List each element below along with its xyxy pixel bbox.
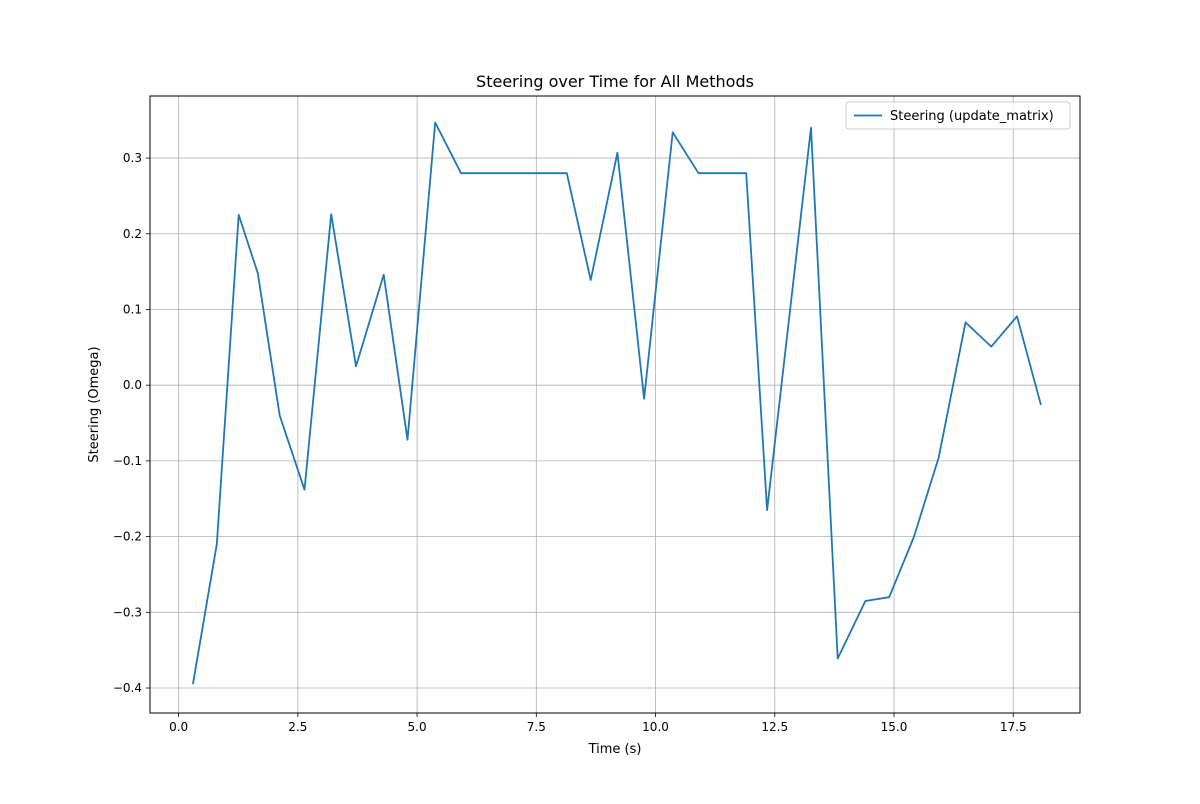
legend: Steering (update_matrix): [845, 101, 1071, 130]
x-tick-label: 17.5: [1000, 720, 1027, 734]
y-tick-label: 0.2: [123, 227, 142, 241]
series-line-0: [192, 121, 1042, 685]
y-tick-label: 0.1: [123, 302, 142, 316]
series-layer: [192, 121, 1042, 685]
x-tick-label: 5.0: [408, 720, 427, 734]
y-tick-label: 0.0: [123, 378, 142, 392]
legend-label: Steering (update_matrix): [890, 109, 1054, 124]
x-axis-label: Time (s): [588, 742, 642, 757]
plot-frame: [149, 95, 1081, 714]
y-axis-label: Steering (Omega): [87, 346, 102, 462]
grid: [150, 96, 1080, 713]
y-tick-label: 0.3: [123, 151, 142, 165]
x-tick-label: 2.5: [288, 720, 307, 734]
x-tick-label: 12.5: [761, 720, 788, 734]
legend-box: [845, 101, 1071, 130]
x-tick-label: 15.0: [881, 720, 908, 734]
ticks: 0.0 2.5 5.0 7.5 10.0 12.5 15.0 17.5 −0.4 −0.3 −0.2…: [113, 151, 1027, 734]
x-tick-label: 10.0: [642, 720, 669, 734]
x-tick-label: 0.0: [169, 720, 188, 734]
y-tick-label: −0.3: [113, 605, 142, 619]
y-tick-label: −0.2: [113, 530, 142, 544]
chart-title: Steering over Time for All Methods: [476, 72, 754, 91]
y-tick-label: −0.4: [113, 681, 142, 695]
x-tick-label: 7.5: [527, 720, 546, 734]
y-tick-label: −0.1: [113, 454, 142, 468]
